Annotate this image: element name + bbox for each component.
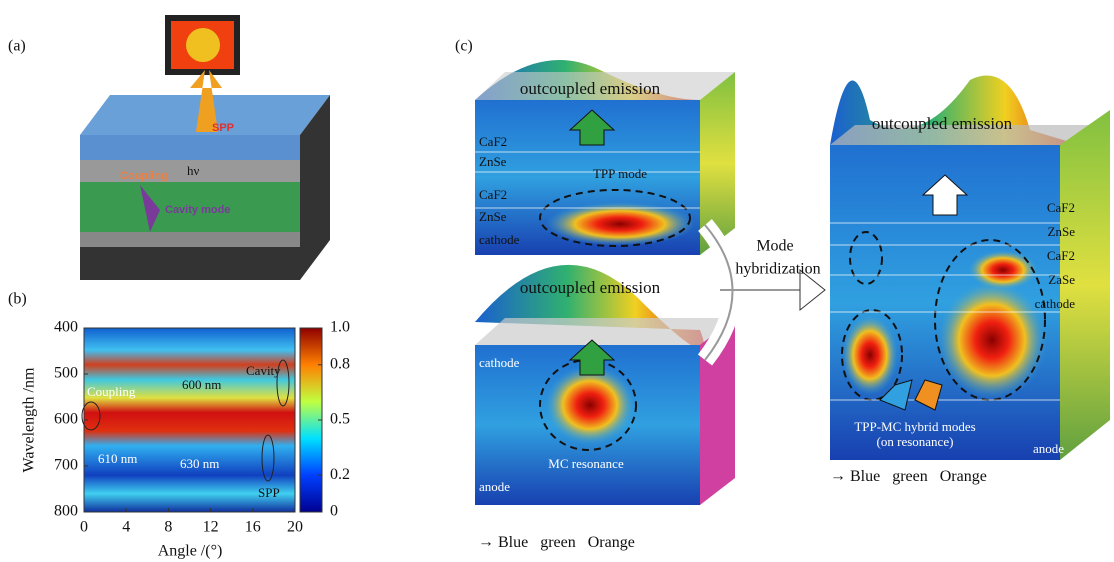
emission-label: outcoupled emission	[520, 278, 661, 297]
legend-entry: Orange	[940, 468, 987, 485]
annotation: hν	[187, 163, 200, 178]
panel-b: (b) Angle /(°) Wavelength /nm Coupling 6…	[8, 291, 350, 560]
layer-label: ZnSe	[479, 154, 507, 169]
annotation: 630 nm	[180, 456, 219, 471]
colorbar-tick-label: 0.8	[330, 355, 350, 372]
legend-entry: Orange	[588, 534, 635, 551]
layer-label: CaF2	[1047, 200, 1075, 215]
layer-label: CaF2	[479, 187, 507, 202]
legend-entry: green	[892, 468, 928, 485]
x-tick-label: 12	[203, 519, 219, 536]
panel-label: (c)	[455, 38, 473, 55]
y-tick-label: 500	[54, 365, 78, 382]
colorbar-tick-label: 1.0	[330, 319, 350, 336]
y-tick-label: 800	[54, 503, 78, 520]
y-tick-label: 600	[54, 411, 78, 428]
panel-a: (a) SPP Coupling Cavity mode hν	[8, 15, 330, 280]
panel-c: (c) outcoupled emission CaF2 ZnSe CaF2 Z…	[455, 38, 1110, 551]
legend-entry: Blue	[850, 468, 880, 485]
x-axis-label: Angle /(°)	[158, 543, 223, 560]
x-tick-label: 0	[80, 519, 88, 536]
layer-label: ZnSe	[479, 209, 507, 224]
annotation: Coupling	[120, 170, 168, 182]
x-tick-label: 8	[164, 519, 172, 536]
annotation: Cavity mode	[165, 204, 230, 216]
mode-label: (on resonance)	[877, 434, 954, 449]
colorbar-tick-label: 0	[330, 503, 338, 520]
annotation: SPP	[212, 122, 234, 134]
annotation: Coupling	[87, 384, 136, 399]
y-tick-label: 400	[54, 319, 78, 336]
mode-label: TPP mode	[593, 166, 647, 181]
figure: (a) SPP Coupling Cavity mode hν (b) Angl…	[0, 0, 1114, 562]
emission-label: outcoupled emission	[520, 79, 661, 98]
legend-entry: green	[540, 534, 576, 551]
mode-hybridization: Mode	[756, 238, 793, 255]
y-tick-label: 700	[54, 457, 78, 474]
layer-label: ZnSe	[1048, 224, 1076, 239]
layer-label: anode	[1033, 441, 1064, 456]
colorbar-tick-label: 0.2	[330, 466, 350, 483]
layer-label: cathode	[479, 355, 520, 370]
x-tick-label: 4	[122, 519, 130, 536]
panel-label: (a)	[8, 38, 26, 55]
x-tick-label: 20	[287, 519, 303, 536]
mode-hybridization: hybridization	[735, 261, 820, 278]
emission-label: outcoupled emission	[872, 114, 1013, 133]
layer-label: ZaSe	[1048, 272, 1075, 287]
x-tick-label: 16	[245, 519, 261, 536]
legend-entry: Blue	[498, 534, 528, 551]
mode-label: TPP-MC hybrid modes	[854, 419, 975, 434]
annotation: Cavity	[246, 363, 281, 378]
annotation: SPP	[258, 485, 280, 500]
mode-label: MC resonance	[548, 456, 624, 471]
layer-label: cathode	[479, 232, 520, 247]
annotation: 600 nm	[182, 377, 221, 392]
layer-label: CaF2	[1047, 248, 1075, 263]
layer-label: cathode	[1035, 296, 1076, 311]
colorbar-tick-label: 0.5	[330, 411, 350, 428]
panel-label: (b)	[8, 291, 27, 308]
y-axis-label: Wavelength /nm	[21, 367, 38, 472]
color-legend: → Blue green Orange	[830, 468, 987, 485]
color-legend: → Blue green Orange	[478, 534, 635, 551]
annotation: 610 nm	[98, 451, 137, 466]
layer-label: CaF2	[479, 134, 507, 149]
layer-label: anode	[479, 479, 510, 494]
